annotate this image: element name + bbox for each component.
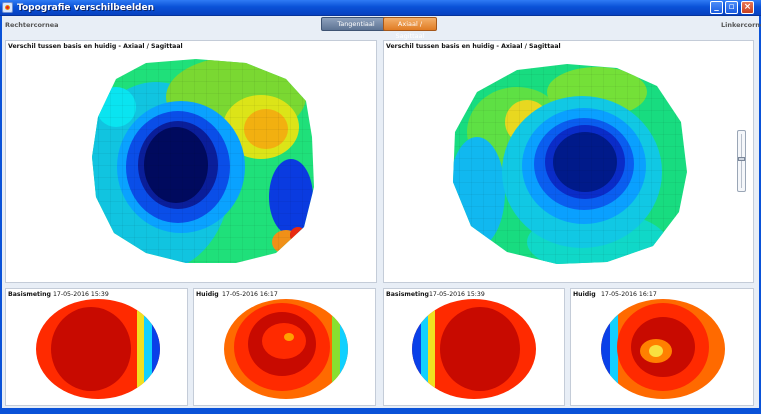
minimize-button[interactable]: _ [710, 1, 723, 14]
minimize-icon: _ [714, 2, 719, 12]
close-button[interactable]: × [741, 1, 754, 14]
app-icon [2, 2, 13, 13]
panel-title: Basismeting [386, 291, 429, 298]
tangential-tab-button[interactable]: Tangentiaal [321, 17, 391, 31]
panel-title: Huidig [573, 291, 596, 298]
maximize-button[interactable]: ▫ [725, 1, 738, 14]
measurement-date: 17-05-2016 16:17 [601, 291, 657, 298]
right-cornea-label: Rechtercornea [5, 21, 59, 29]
panel-title: Basismeting [8, 291, 51, 298]
slider-track [741, 134, 742, 188]
panel-title: Huidig [196, 291, 219, 298]
measurement-date: 17-05-2016 15:39 [53, 291, 109, 298]
difference-map-left [453, 64, 687, 264]
current-panel-right: Huidig 17-05-2016 16:17 [193, 288, 376, 406]
slider-thumb[interactable] [738, 157, 745, 161]
window-title: Topografie verschilbeelden [17, 3, 154, 13]
baseline-map-right [36, 299, 160, 399]
restore-icon: ▫ [728, 2, 735, 12]
axial-sagittal-tab-button[interactable]: Axiaal / Sagittaal [383, 17, 437, 40]
baseline-map-left [412, 299, 536, 399]
zoom-slider[interactable] [737, 130, 746, 192]
left-cornea-label: Linkercornea [721, 21, 761, 29]
panel-title: Verschil tussen basis en huidig - Axiaal… [386, 43, 561, 50]
difference-map-right [92, 59, 314, 263]
baseline-panel-left: Basismeting 17-05-2016 15:39 [383, 288, 565, 406]
measurement-date: 17-05-2016 16:17 [222, 291, 278, 298]
window-bottom-border [0, 408, 761, 414]
baseline-panel-right: Basismeting 17-05-2016 15:39 [5, 288, 188, 406]
close-icon: × [743, 2, 752, 12]
difference-panel-left: Verschil tussen basis en huidig - Axiaal… [383, 40, 754, 283]
current-map-right [224, 299, 348, 399]
current-panel-left: Huidig 17-05-2016 16:17 [570, 288, 754, 406]
panel-title: Verschil tussen basis en huidig - Axiaal… [8, 43, 183, 50]
difference-panel-right: Verschil tussen basis en huidig - Axiaal… [5, 40, 377, 283]
current-map-left [601, 299, 725, 399]
title-bar[interactable]: Topografie verschilbeelden _ ▫ × [0, 0, 761, 16]
measurement-date: 17-05-2016 15:39 [429, 291, 485, 298]
